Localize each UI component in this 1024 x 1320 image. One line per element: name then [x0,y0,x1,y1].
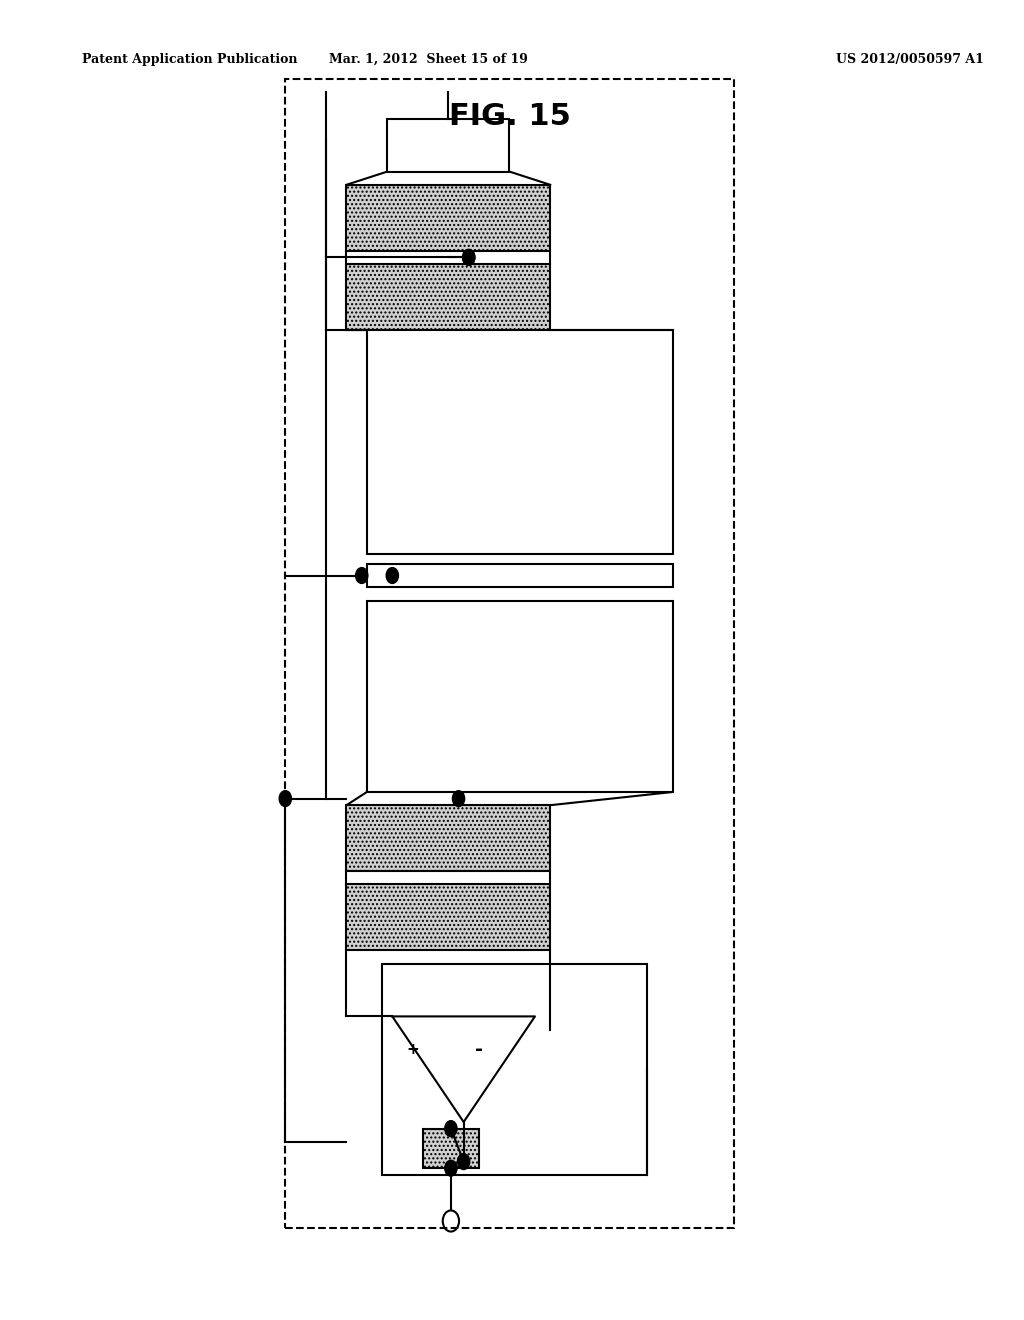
Bar [367,564,673,587]
Circle shape [463,249,475,265]
Bar [346,185,550,251]
Text: Mar. 1, 2012  Sheet 15 of 19: Mar. 1, 2012 Sheet 15 of 19 [329,53,527,66]
Bar [367,330,673,554]
Text: US 2012/0050597 A1: US 2012/0050597 A1 [836,53,983,66]
Circle shape [444,1160,457,1176]
Circle shape [355,568,368,583]
Bar [382,964,647,1175]
Bar [346,805,550,871]
Bar [346,884,550,950]
Bar [286,79,733,1228]
Text: +: + [407,1041,419,1057]
Circle shape [463,249,475,265]
Bar [346,264,550,330]
Circle shape [444,1121,457,1137]
Circle shape [280,791,292,807]
Bar [423,1129,479,1168]
Bar [387,119,510,172]
Bar [367,601,673,792]
Text: -: - [475,1040,483,1059]
Text: FIG. 15: FIG. 15 [449,102,570,131]
Circle shape [453,791,465,807]
Circle shape [386,568,398,583]
Text: Patent Application Publication: Patent Application Publication [82,53,297,66]
Circle shape [458,1154,470,1170]
